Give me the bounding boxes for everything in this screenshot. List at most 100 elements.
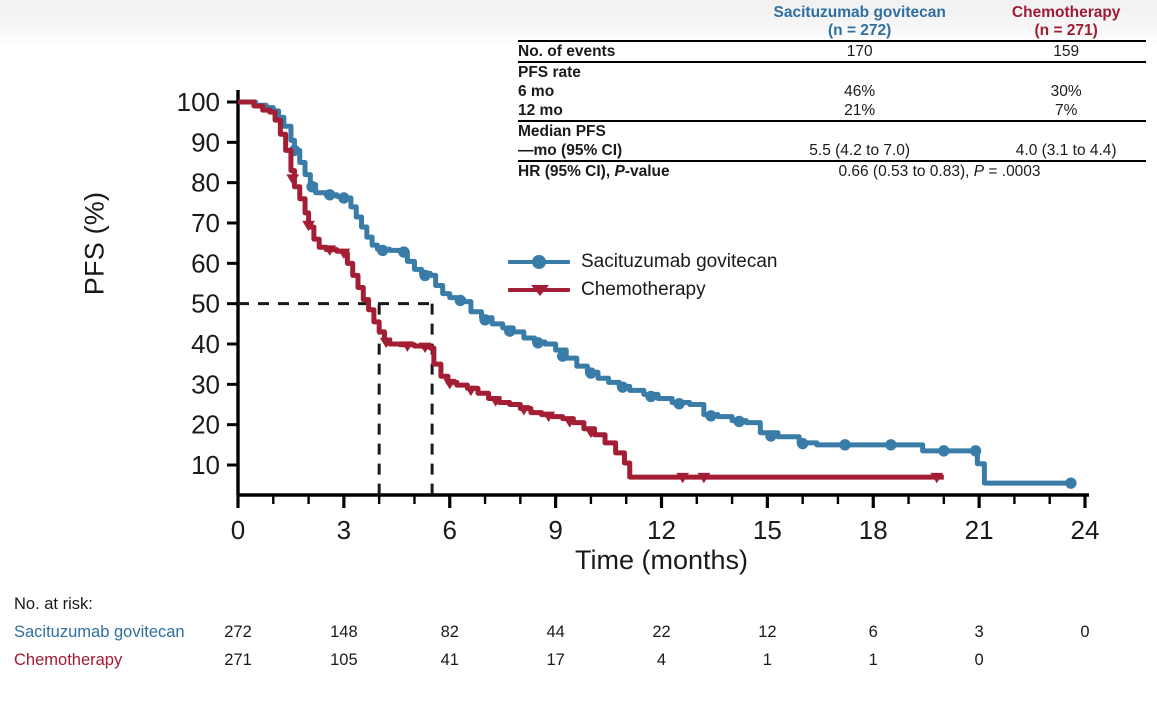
risk-count-cell: 41 [440,651,459,669]
y-tick-label: 100 [177,87,220,117]
censor-circle-marker [532,337,544,349]
table-header-row: Sacituzumab govitecan (n = 272) Chemothe… [518,4,1146,41]
legend-item-sacituzumab[interactable]: Sacituzumab govitecan [508,248,777,276]
censor-triangle-marker [676,472,690,484]
y-tick-label: 30 [191,369,220,399]
risk-count-cell: 105 [330,651,358,669]
axis-tick-labels: 10 20 30 40 50 60 70 80 90 100 0 3 6 9 12 15 18 21 24 [177,87,1100,545]
table-row-6mo: 6 mo 46% 30% [518,82,1146,101]
cell-medianhdr-chemotherapy [986,120,1146,141]
censor-circle-marker [733,415,745,428]
row-label-median-pfs-units: —mo (95% CI) [518,142,623,159]
risk-count-cell: 271 [224,651,252,669]
survival-curves [238,99,1077,489]
risk-count-cell: 148 [330,623,358,641]
censor-triangle-marker [697,472,711,484]
column-header-chemotherapy-name: Chemotherapy [1011,4,1121,21]
risk-count-cell: 82 [440,623,459,641]
censor-circle-marker [796,437,809,450]
censor-triangle-marker [418,342,432,354]
risk-count-cell: 1 [868,651,878,669]
censor-circle-marker [938,445,950,457]
censor-triangle-marker [379,337,393,349]
row-label-pfs-rate: PFS rate [518,61,733,82]
x-tick-label: 0 [231,515,245,545]
risk-count-cell: 22 [652,623,671,641]
risk-count-cell: 3 [974,623,984,641]
cell-12mo-sacituzumab: 21% [844,102,876,119]
summary-statistics-table: Sacituzumab govitecan (n = 272) Chemothe… [518,4,1146,181]
y-tick-label: 70 [191,208,220,238]
x-tick-label: 15 [753,515,782,545]
censor-triangle-marker [563,417,577,428]
cell-hr-pvalue: = .0003 [984,163,1041,180]
table-row-pfs-rate-header: PFS rate [518,61,1146,82]
row-label-hr: HR (95% CI), P-value [518,160,733,181]
legend-item-chemotherapy[interactable]: Chemotherapy [508,276,777,304]
y-tick-label: 20 [191,410,220,440]
censor-circle-marker [585,367,597,379]
row-label-no-of-events: No. of events [518,40,733,62]
y-tick-label: 50 [191,289,220,319]
censor-circle-marker [419,269,431,282]
risk-count-cell: 17 [546,651,565,669]
y-tick-label: 90 [191,127,220,157]
censor-circle-marker [479,314,491,326]
table-row-no-of-events: No. of events 170 159 [518,40,1146,62]
risk-count-cell: 4 [656,651,667,669]
chart-legend: Sacituzumab govitecan Chemotherapy [508,248,777,304]
censor-circle-marker [673,397,685,410]
cell-events-sacituzumab: 170 [733,40,987,62]
risk-count-cell: 6 [868,623,878,641]
cell-12mo-chemotherapy: 7% [1054,102,1078,119]
cell-6mo-sacituzumab: 46% [844,83,876,100]
censor-circle-marker [376,244,389,257]
column-header-chemotherapy: Chemotherapy (n = 271) [986,4,1146,41]
cell-events-chemotherapy: 159 [986,40,1146,62]
x-tick-label: 3 [337,515,351,545]
cell-hr-p-italic: P [973,163,985,180]
y-tick-label: 10 [191,450,220,480]
legend-key-chemotherapy [508,279,570,301]
x-tick-label: 21 [965,515,994,545]
table-row-median-pfs-header: Median PFS [518,120,1146,141]
y-tick-label: 40 [191,329,220,359]
censor-circle-marker [839,439,851,451]
row-label-median-pfs: Median PFS [518,120,733,141]
censor-circle-marker [616,381,629,393]
row-label-6mo: 6 mo [518,83,555,100]
column-header-sacituzumab-name: Sacituzumab govitecan [773,4,946,21]
censor-triangle-marker [517,405,531,416]
legend-label-sacituzumab: Sacituzumab govitecan [581,251,778,272]
risk-count-cell: 12 [758,623,777,641]
table-row-hr: HR (95% CI), P-value 0.66 (0.53 to 0.83)… [518,160,1146,181]
censor-triangle-marker [542,411,555,422]
censor-triangle-marker [286,174,300,185]
censor-circle-marker [338,192,350,204]
triangle-down-marker-icon [531,285,549,296]
header-background-band [0,0,1157,48]
risk-table-title: No. at risk: [14,595,93,613]
censor-circle-marker [324,189,336,201]
row-label-12mo: 12 mo [518,102,563,119]
censor-triangle-marker [401,341,414,352]
x-tick-label: 6 [443,515,457,545]
censor-circle-marker [556,350,569,362]
censor-circle-marker [885,439,897,451]
risk-count-cell: 44 [546,623,565,641]
legend-label-chemotherapy: Chemotherapy [581,279,706,300]
censor-triangle-marker [584,427,598,439]
censor-circle-marker [454,294,467,307]
plot-axes [227,90,1089,508]
risk-count-cell: 272 [224,623,252,641]
censor-triangle-marker [323,245,337,256]
circle-marker-icon [532,255,546,269]
cell-median-sacituzumab: 5.5 (4.2 to 7.0) [809,142,911,159]
column-header-sacituzumab-n: (n = 272) [828,22,892,39]
y-tick-label: 80 [191,168,220,198]
cell-hr-estimate: 0.66 (0.53 to 0.83), [838,163,974,180]
x-tick-label: 12 [647,515,676,545]
cell-medianhdr-sacituzumab [733,120,987,141]
column-header-chemotherapy-n: (n = 271) [1034,22,1098,39]
censor-triangle-marker [464,385,478,397]
